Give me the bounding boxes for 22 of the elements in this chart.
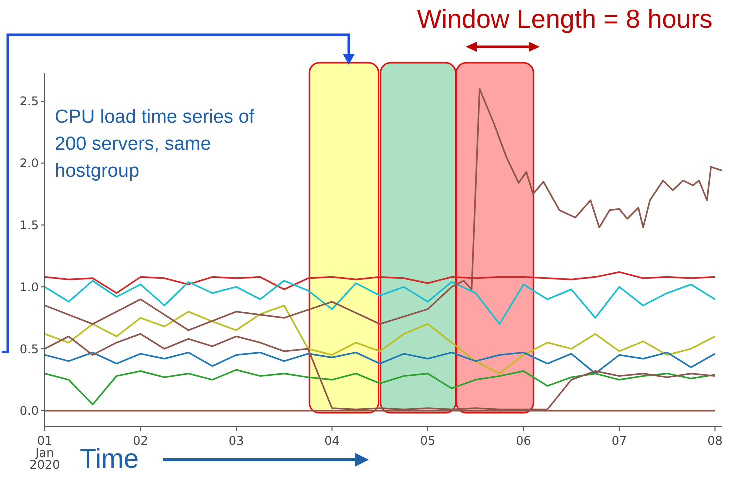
line-series <box>45 280 716 326</box>
x-tick-label: 03 <box>228 434 244 448</box>
line-series <box>45 304 716 375</box>
x-tick-label: 05 <box>420 434 436 448</box>
annotation: CPU load time series of 200 servers, same hostgroup <box>55 106 256 184</box>
x-tick-label: 04 <box>324 434 340 448</box>
y-tick-label: 2.5 <box>20 94 39 109</box>
y-tick-label: 0.0 <box>20 404 39 418</box>
y-tick-label: 1.0 <box>20 280 39 294</box>
x-tick-label: 01 Jan 2020 <box>30 434 60 472</box>
y-tick-label: 0.5 <box>20 342 39 356</box>
y-tick-label: 2.0 <box>20 156 39 171</box>
x-tick-label: 06 <box>516 434 532 448</box>
line-series <box>45 88 722 332</box>
line-series <box>45 369 716 406</box>
line-series <box>45 271 716 294</box>
line-series <box>45 352 716 375</box>
line-series <box>45 333 716 410</box>
x-tick-label: 07 <box>612 434 628 448</box>
y-tick-label: 1.5 <box>20 218 39 233</box>
x-tick-label: 08 <box>708 434 723 448</box>
text: Window Length = 8 hours <box>416 4 714 35</box>
